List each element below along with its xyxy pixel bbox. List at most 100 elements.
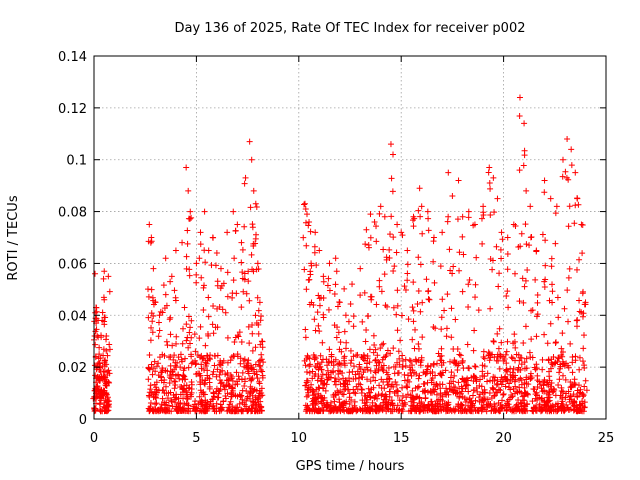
data-point bbox=[561, 408, 568, 415]
data-point bbox=[173, 333, 180, 340]
data-point bbox=[521, 147, 528, 154]
data-point bbox=[378, 392, 385, 399]
data-point bbox=[480, 353, 487, 360]
data-point bbox=[307, 361, 314, 368]
data-point bbox=[487, 305, 494, 312]
data-point bbox=[106, 341, 113, 348]
data-point bbox=[388, 408, 395, 415]
data-point bbox=[523, 241, 530, 248]
data-point bbox=[441, 307, 448, 314]
data-point bbox=[505, 384, 512, 391]
data-point bbox=[239, 246, 246, 253]
data-point bbox=[153, 389, 160, 396]
data-point bbox=[364, 376, 371, 383]
data-point bbox=[494, 353, 501, 360]
data-point bbox=[454, 216, 461, 223]
data-point bbox=[425, 288, 432, 295]
data-point bbox=[445, 169, 452, 176]
data-point bbox=[434, 397, 441, 404]
data-point bbox=[357, 265, 364, 272]
data-point bbox=[580, 332, 587, 339]
data-point bbox=[96, 374, 103, 381]
data-point bbox=[101, 268, 108, 275]
data-point bbox=[347, 360, 354, 367]
data-point bbox=[233, 290, 240, 297]
data-point bbox=[213, 250, 220, 257]
data-point bbox=[439, 296, 446, 303]
data-point bbox=[171, 352, 178, 359]
data-point bbox=[254, 375, 261, 382]
data-point bbox=[370, 332, 377, 339]
data-point bbox=[409, 217, 416, 224]
data-point bbox=[341, 328, 348, 335]
data-point bbox=[489, 266, 496, 273]
data-point bbox=[389, 188, 396, 195]
data-point bbox=[357, 365, 364, 372]
data-point bbox=[576, 308, 583, 315]
data-point bbox=[153, 400, 160, 407]
data-point bbox=[305, 222, 312, 229]
data-point bbox=[152, 368, 159, 375]
data-point bbox=[544, 398, 551, 405]
data-point bbox=[163, 338, 170, 345]
data-point bbox=[553, 408, 560, 415]
data-point bbox=[179, 239, 186, 246]
data-point bbox=[466, 396, 473, 403]
y-tick-label: 0.06 bbox=[58, 257, 87, 272]
data-point bbox=[222, 395, 229, 402]
data-point bbox=[396, 406, 403, 413]
data-point bbox=[166, 316, 173, 323]
data-point bbox=[303, 286, 310, 293]
data-point bbox=[346, 390, 353, 397]
data-point bbox=[155, 360, 162, 367]
data-point bbox=[415, 288, 422, 295]
data-point bbox=[245, 268, 252, 275]
data-point bbox=[320, 314, 327, 321]
data-point bbox=[546, 408, 553, 415]
data-point bbox=[523, 355, 530, 362]
data-point bbox=[206, 356, 213, 363]
data-point bbox=[554, 294, 561, 301]
data-point bbox=[387, 141, 394, 148]
data-point bbox=[424, 363, 431, 370]
data-point bbox=[392, 379, 399, 386]
data-point bbox=[402, 356, 409, 363]
data-point bbox=[99, 317, 106, 324]
data-point bbox=[472, 281, 479, 288]
data-point bbox=[361, 289, 368, 296]
data-point bbox=[255, 266, 262, 273]
data-point bbox=[387, 401, 394, 408]
data-point bbox=[365, 244, 372, 251]
data-point bbox=[168, 397, 175, 404]
data-point bbox=[391, 389, 398, 396]
data-point bbox=[101, 321, 108, 328]
data-point bbox=[96, 344, 103, 351]
data-point bbox=[386, 255, 393, 262]
data-point bbox=[103, 391, 110, 398]
data-point bbox=[345, 386, 352, 393]
data-point bbox=[395, 348, 402, 355]
data-point bbox=[315, 405, 322, 412]
data-point bbox=[429, 389, 436, 396]
data-point bbox=[246, 340, 253, 347]
data-point bbox=[510, 221, 517, 228]
data-point bbox=[187, 324, 194, 331]
data-point bbox=[573, 402, 580, 409]
data-point bbox=[520, 405, 527, 412]
data-point bbox=[173, 391, 180, 398]
data-point bbox=[235, 333, 242, 340]
data-point bbox=[301, 266, 308, 273]
data-point bbox=[443, 333, 450, 340]
data-point bbox=[250, 366, 257, 373]
data-point bbox=[419, 334, 426, 341]
data-point bbox=[485, 400, 492, 407]
data-point bbox=[240, 288, 247, 295]
data-point bbox=[485, 169, 492, 176]
data-point bbox=[475, 407, 482, 414]
data-point bbox=[169, 342, 176, 349]
data-point bbox=[559, 173, 566, 180]
data-point bbox=[357, 381, 364, 388]
data-point bbox=[455, 360, 462, 367]
data-point bbox=[164, 342, 171, 349]
data-point bbox=[465, 214, 472, 221]
